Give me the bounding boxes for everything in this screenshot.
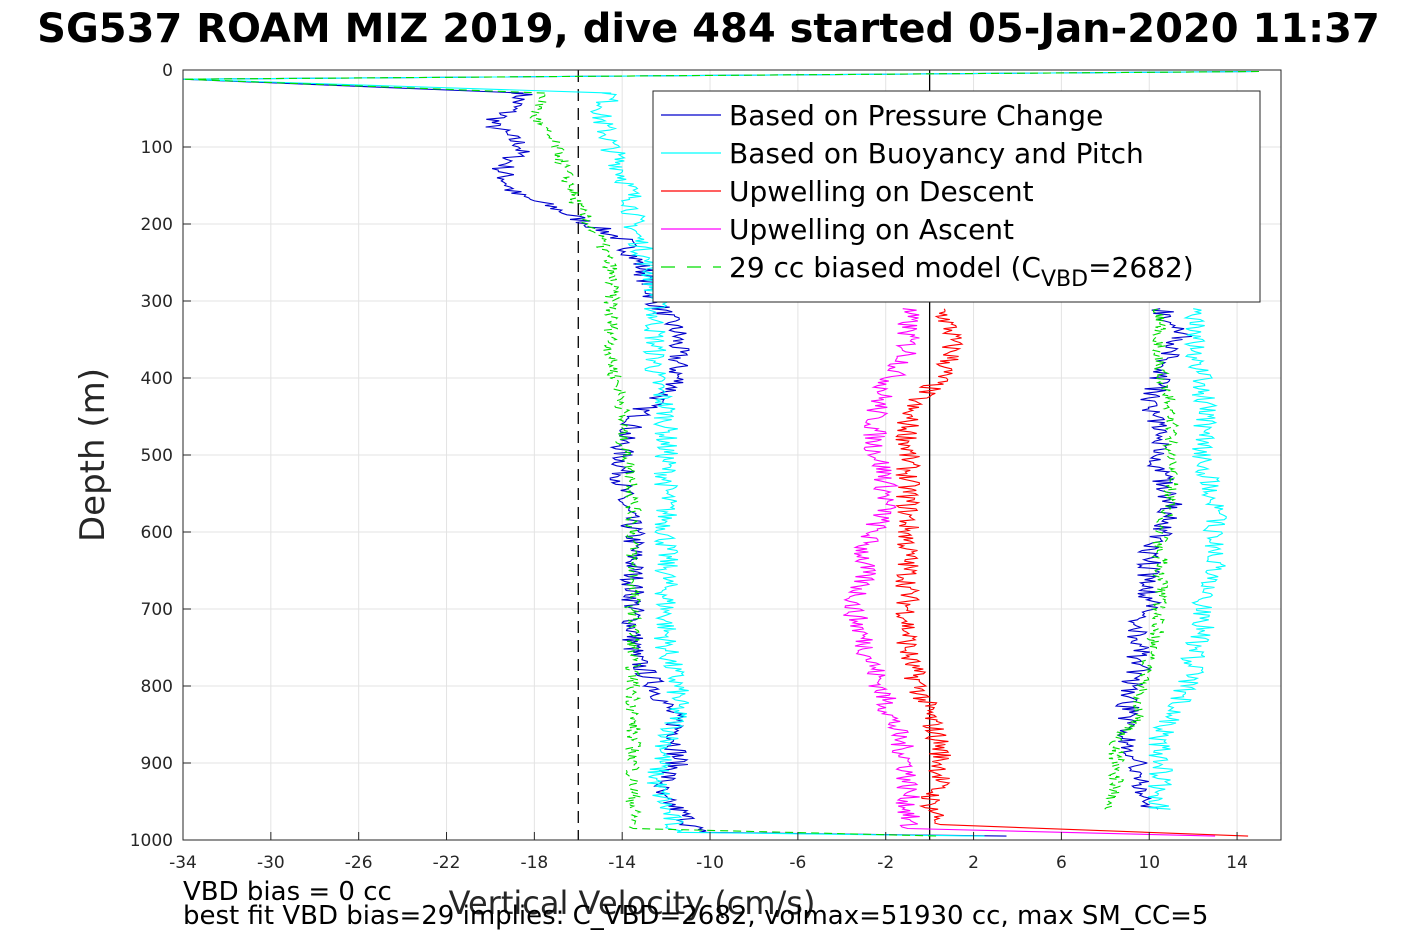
y-tick-label: 600 [141,523,173,543]
x-tick-label: -6 [789,853,806,873]
x-tick-label: -18 [520,853,548,873]
x-tick-label: -34 [169,853,197,873]
x-axis-label: Vertical Velocity (cm/s) [449,884,816,922]
chart-title: SG537 ROAM MIZ 2019, dive 484 started 05… [37,6,1380,52]
y-tick-label: 300 [141,292,173,312]
series-2-descent-line [182,70,1260,837]
series-5-descent-line [182,70,1260,837]
y-tick-label: 0 [162,61,173,81]
x-tick-label: -14 [608,853,636,873]
x-tick-label: 14 [1226,853,1248,873]
legend-label: Based on Buoyancy and Pitch [729,137,1144,170]
x-tick-label: -30 [257,853,285,873]
x-tick-label: -10 [696,853,724,873]
legend-box [652,90,1261,303]
y-tick-label: 400 [141,369,173,389]
legend-label: Upwelling on Descent [729,175,1034,208]
x-tick-label: 6 [1056,853,1067,873]
series-2-ascent-line [1148,308,1227,810]
vbd-bias-text: VBD bias = 0 cc [183,877,392,907]
x-tick-label: 2 [968,853,979,873]
x-tick-label: 10 [1138,853,1160,873]
series-3-descent-line [895,308,1249,837]
legend: Based on Pressure Change Based on Buoyanc… [652,90,1261,303]
series-5-ascent-line [1104,308,1180,810]
y-tick-label: 700 [141,600,173,620]
y-axis-label: Depth (m) [73,368,113,542]
y-tick-label: 500 [141,446,173,466]
legend-label: Based on Pressure Change [729,99,1103,132]
y-tick-label: 200 [141,215,173,235]
best-fit-text: best fit VBD bias=29 implies: C_VBD=2682… [183,901,1209,931]
x-tick-label: -2 [877,853,894,873]
y-tick-label: 800 [141,677,173,697]
y-tick-label: 100 [141,138,173,158]
axes-layer: -34 -30 -26 -22 -18 -14 -10 -6 -2 2 6 10 14010020030… [73,61,1282,922]
y-tick-label: 1000 [130,831,173,851]
legend-label: Upwelling on Ascent [729,213,1014,246]
series-4-descent-line [843,308,1216,837]
x-tick-label: -22 [433,853,461,873]
y-tick-label: 900 [141,754,173,774]
x-tick-label: -26 [345,853,373,873]
legend-label: 29 cc biased model (CVBD=2682) [729,251,1194,292]
